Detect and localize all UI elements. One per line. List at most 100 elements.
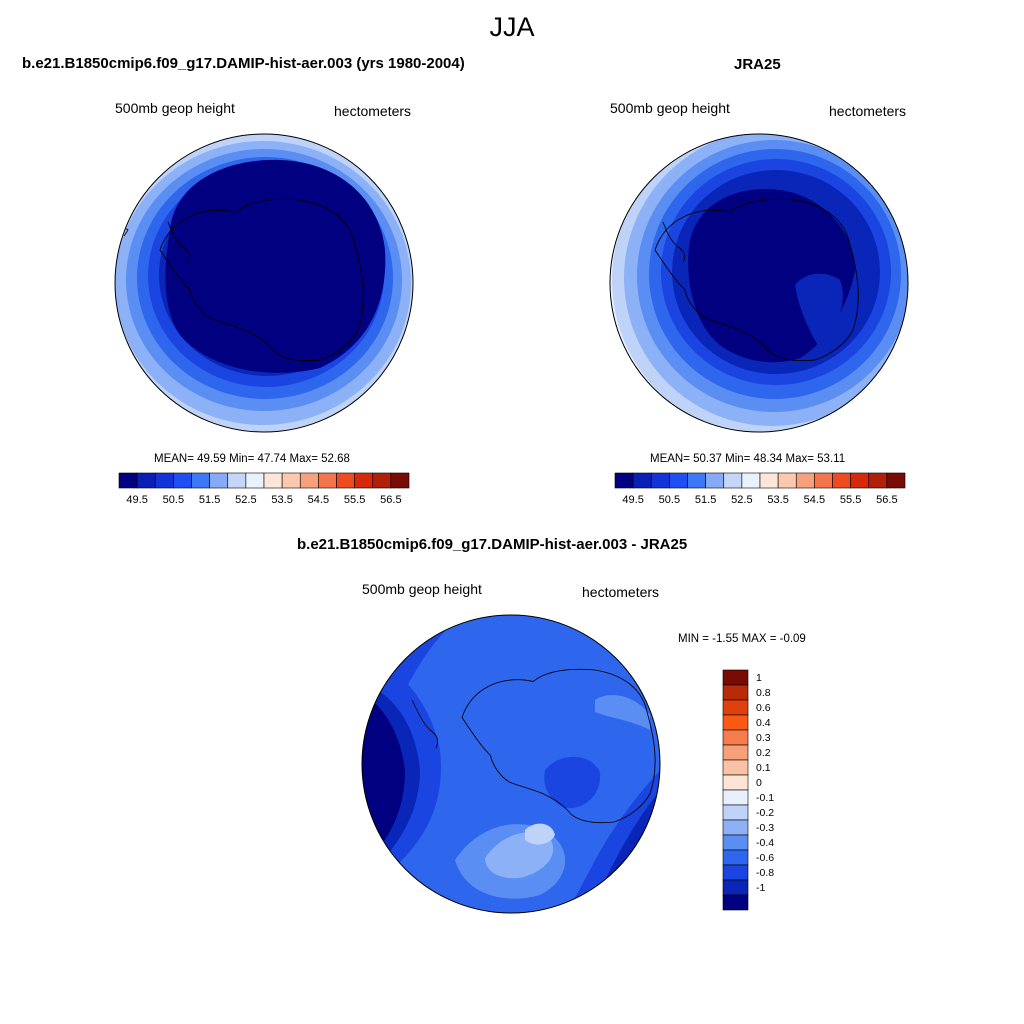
colorbar-swatch	[886, 472, 906, 489]
colorbar-swatch	[354, 472, 374, 489]
colorbar-swatch	[705, 472, 725, 489]
model-colorbar: 49.5 50.5 51.5 52.5 53.5 54.5 55.5 56.5	[118, 472, 410, 506]
colorbar-tick-label: -1	[756, 882, 765, 894]
colorbar-tick-label: 51.5	[695, 494, 716, 506]
colorbar-swatch	[136, 472, 156, 489]
obs-colorbar: 49.5 50.5 51.5 52.5 53.5 54.5 55.5 56.5	[614, 472, 906, 506]
colorbar-swatch	[669, 472, 688, 489]
model-stats: MEAN= 49.59 Min= 47.74 Max= 52.68	[154, 453, 350, 465]
colorbar-tick-label: -0.3	[756, 822, 774, 834]
diff-panel-title: b.e21.B1850cmip6.f09_g17.DAMIP-hist-aer.…	[297, 536, 688, 553]
colorbar-tick-label: 50.5	[659, 494, 680, 506]
peninsula-coastline	[411, 699, 438, 749]
obs-stats: MEAN= 50.37 Min= 48.34 Max= 53.11	[650, 453, 846, 465]
colorbar-swatch	[759, 472, 779, 489]
colorbar-swatch	[722, 864, 749, 881]
colorbar-tick-label: 53.5	[271, 494, 292, 506]
colorbar-tick-label: -0.2	[756, 807, 774, 819]
colorbar-swatch	[722, 789, 749, 806]
colorbar-swatch	[722, 699, 749, 716]
colorbar-swatch	[614, 472, 634, 489]
diff-colorbar: 1 0.8 0.6 0.4 0.3 0.2 0.1 0 -0.1 -0.2 -0.3 -0.4 -0.6…	[722, 669, 774, 911]
colorbar-swatch	[777, 472, 797, 489]
contour-band	[525, 823, 555, 845]
colorbar-tick-label: -0.1	[756, 792, 774, 804]
colorbar-swatch	[850, 472, 870, 489]
diff-variable-label: 500mb geop height	[362, 581, 482, 597]
map-border	[114, 133, 414, 433]
colorbar-swatch	[245, 472, 265, 489]
colorbar-tick-label: 1	[756, 672, 762, 684]
colorbar-tick-label: 0.6	[756, 702, 771, 714]
colorbar-swatch	[722, 819, 749, 836]
colorbar-swatch	[650, 472, 670, 489]
colorbar-tick-label: 52.5	[731, 494, 752, 506]
colorbar-swatch	[118, 472, 138, 489]
colorbar-tick-label: 56.5	[876, 494, 897, 506]
peninsula-coastline	[662, 221, 685, 263]
colorbar-swatch	[372, 472, 392, 489]
colorbar-tick-label: 50.5	[163, 494, 184, 506]
obs-units-label: hectometers	[829, 103, 907, 119]
colorbar-tick-label: 0	[756, 777, 762, 789]
colorbar-tick-label: 53.5	[767, 494, 788, 506]
colorbar-swatch	[722, 669, 749, 686]
colorbar-tick-label: 51.5	[199, 494, 220, 506]
colorbar-swatch	[299, 472, 319, 489]
contour-band	[795, 273, 843, 345]
colorbar-tick-label: -0.6	[756, 852, 774, 864]
colorbar-swatch	[722, 759, 749, 776]
colorbar-swatch	[795, 472, 815, 489]
model-units-label: hectometers	[334, 103, 412, 119]
contour-band	[165, 159, 386, 373]
model-polar-map	[115, 134, 413, 432]
colorbar-swatch	[191, 472, 210, 489]
colorbar-tick-label: 52.5	[235, 494, 256, 506]
obs-panel-title: JRA25	[734, 56, 781, 73]
colorbar-swatch	[868, 472, 888, 489]
colorbar-tick-label: 54.5	[308, 494, 329, 506]
colorbar-tick-label: 55.5	[840, 494, 861, 506]
diff-units-label: hectometers	[582, 584, 660, 600]
colorbar-swatch	[722, 744, 749, 761]
colorbar-tick-label: 0.8	[756, 687, 771, 699]
colorbar-swatch	[227, 472, 247, 489]
colorbar-tick-label: 49.5	[622, 494, 643, 506]
colorbar-swatch	[722, 879, 749, 896]
colorbar-swatch	[390, 472, 410, 489]
obs-polar-map	[610, 134, 908, 432]
colorbar-swatch	[209, 472, 229, 489]
colorbar-swatch	[722, 804, 749, 821]
colorbar-swatch	[832, 472, 851, 489]
colorbar-tick-label: 55.5	[344, 494, 365, 506]
page-title: JJA	[489, 12, 535, 42]
diff-stats: MIN = -1.55 MAX = -0.09	[678, 633, 806, 645]
colorbar-tick-label: 0.3	[756, 732, 771, 744]
colorbar-swatch	[154, 472, 174, 489]
colorbar-swatch	[722, 774, 749, 791]
model-panel-title: b.e21.B1850cmip6.f09_g17.DAMIP-hist-aer.…	[22, 55, 465, 72]
colorbar-swatch	[741, 472, 761, 489]
peninsula-coastline	[167, 221, 190, 263]
colorbar-swatch	[722, 714, 749, 731]
map-border	[609, 133, 909, 433]
colorbar-tick-label: 0.2	[756, 747, 771, 759]
colorbar-swatch	[318, 472, 337, 489]
colorbar-swatch	[722, 894, 749, 911]
model-variable-label: 500mb geop height	[115, 100, 235, 116]
colorbar-tick-label: -0.4	[756, 837, 774, 849]
colorbar-tick-label: 0.4	[756, 717, 771, 729]
colorbar-tick-label: 49.5	[126, 494, 147, 506]
colorbar-tick-label: 0.1	[756, 762, 771, 774]
colorbar-swatch	[723, 472, 743, 489]
colorbar-swatch	[263, 472, 283, 489]
colorbar-swatch	[722, 684, 749, 701]
obs-variable-label: 500mb geop height	[610, 100, 730, 116]
colorbar-swatch	[814, 472, 833, 489]
colorbar-tick-label: -0.8	[756, 867, 774, 879]
colorbar-swatch	[722, 729, 749, 746]
diff-polar-map	[362, 615, 660, 913]
colorbar-swatch	[632, 472, 652, 489]
colorbar-swatch	[336, 472, 355, 489]
colorbar-swatch	[722, 849, 749, 866]
